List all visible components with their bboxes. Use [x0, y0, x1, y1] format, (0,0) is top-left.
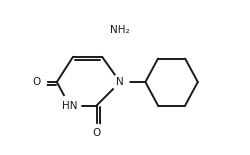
Text: O: O: [92, 128, 100, 138]
Text: O: O: [33, 77, 41, 87]
Text: HN: HN: [62, 100, 77, 111]
Text: N: N: [116, 77, 124, 87]
Text: NH₂: NH₂: [110, 25, 129, 35]
